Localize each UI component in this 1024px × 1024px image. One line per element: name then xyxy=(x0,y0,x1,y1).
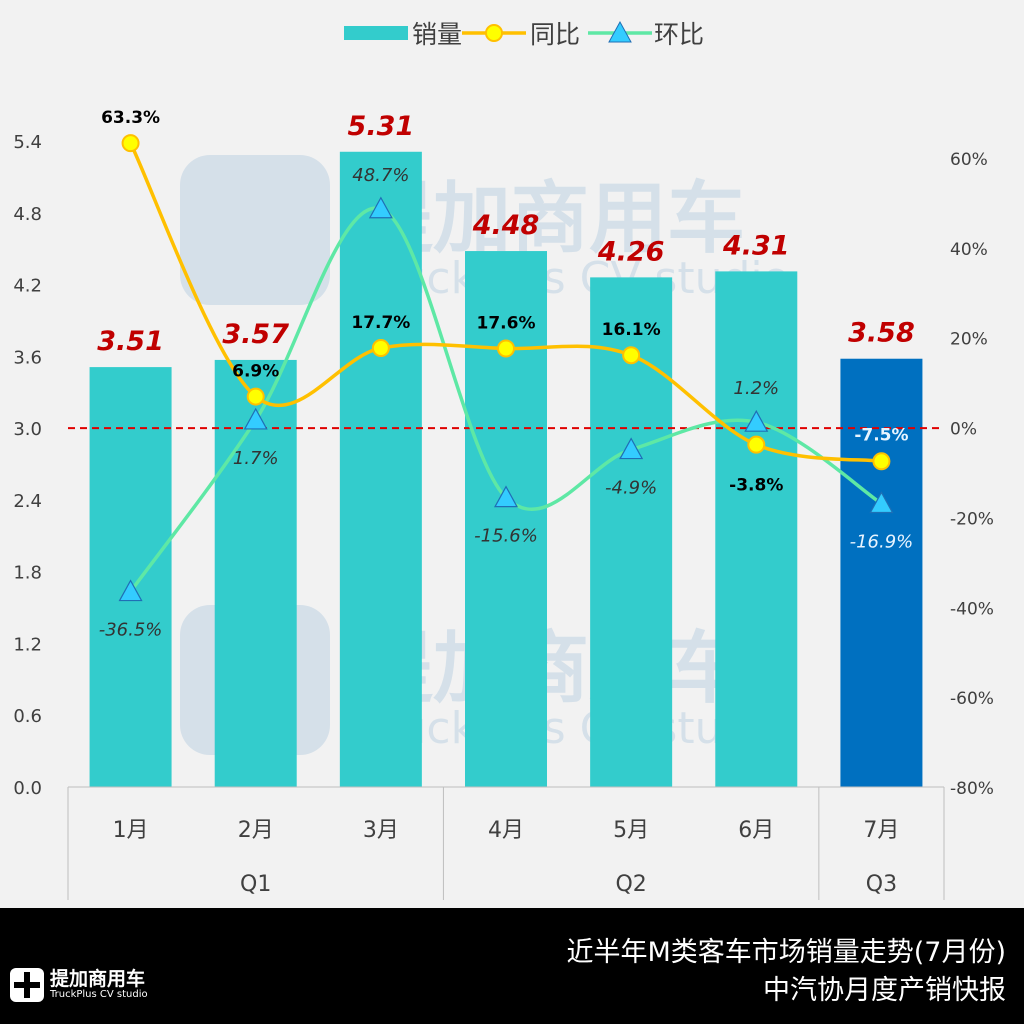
x-axis-tick: 5月 xyxy=(613,818,649,843)
bar-7月 xyxy=(840,358,923,787)
bar-data-label: 3.58 xyxy=(848,318,915,349)
mom-marker xyxy=(368,196,393,219)
x-axis-group-label: Q3 xyxy=(866,872,897,897)
bar-data-label: 4.48 xyxy=(472,210,540,241)
left-axis-tick: 1.8 xyxy=(13,563,42,584)
left-axis-tick: 5.4 xyxy=(13,132,42,153)
bar-6月 xyxy=(715,271,798,787)
chart-subtitle: 中汽协月度产销快报 xyxy=(763,975,1006,1006)
mom-marker xyxy=(619,437,644,460)
yoy-data-label: 17.7% xyxy=(351,313,410,333)
bar-2月 xyxy=(214,359,297,787)
bar-data-label: 5.31 xyxy=(348,111,415,142)
left-axis-tick: 2.4 xyxy=(13,491,42,512)
yoy-data-label: 63.3% xyxy=(101,108,160,128)
mom-data-label: -4.9% xyxy=(605,478,657,499)
bar-3月 xyxy=(339,151,422,787)
mom-data-label: 48.7% xyxy=(352,165,409,186)
legend: 销量 同比 环比 xyxy=(344,20,704,49)
right-axis-tick: 0% xyxy=(950,420,977,440)
x-axis-group-label: Q1 xyxy=(240,872,271,897)
mom-marker xyxy=(869,491,894,514)
left-axis-tick: 4.2 xyxy=(13,276,42,297)
logo-en: TruckPlus CV studio xyxy=(50,989,148,1000)
right-axis-tick: 40% xyxy=(950,240,988,260)
left-axis-tick: 3.6 xyxy=(13,347,42,368)
yoy-data-label: 16.1% xyxy=(602,320,661,340)
yoy-marker xyxy=(246,387,265,406)
x-axis-tick: 6月 xyxy=(738,818,774,843)
yoy-marker xyxy=(747,435,766,454)
left-axis-tick: 3.0 xyxy=(13,419,42,440)
x-axis-tick: 4月 xyxy=(488,818,524,843)
logo-cn: 提加商用车 xyxy=(50,968,146,990)
x-axis-tick: 1月 xyxy=(113,818,149,843)
left-axis-tick: 0.0 xyxy=(13,778,42,799)
yoy-marker xyxy=(371,339,390,358)
left-axis-tick: 4.8 xyxy=(13,204,42,225)
mom-data-label: 1.2% xyxy=(733,378,779,399)
bar-data-label: 3.51 xyxy=(97,326,164,357)
mom-marker xyxy=(493,485,519,508)
mom-data-label: -15.6% xyxy=(474,526,538,547)
right-axis-tick: -20% xyxy=(950,509,994,529)
chart-title: 近半年M类客车市场销量走势(7月份) xyxy=(566,937,1006,968)
x-axis-tick: 3月 xyxy=(363,818,399,843)
logo-icon xyxy=(10,968,44,1002)
yoy-data-label: -3.8% xyxy=(729,476,783,496)
mom-data-label: 1.7% xyxy=(233,448,279,469)
mom-marker xyxy=(744,409,769,432)
left-axis-tick: 1.2 xyxy=(13,634,42,655)
right-axis-tick: 20% xyxy=(950,330,988,350)
right-axis-tick: -40% xyxy=(950,599,994,619)
right-axis-tick: 60% xyxy=(950,150,988,170)
mom-marker xyxy=(118,579,143,602)
right-axis-tick: -60% xyxy=(950,689,994,709)
logo: 提加商用车 TruckPlus CV studio xyxy=(10,968,148,1002)
legend-label: 环比 xyxy=(654,20,704,49)
legend-label: 同比 xyxy=(530,20,580,49)
yoy-marker xyxy=(872,452,891,471)
x-axis-tick: 7月 xyxy=(863,818,899,843)
watermark-logo-icon xyxy=(180,155,330,305)
mom-data-label: -36.5% xyxy=(99,620,163,641)
x-axis-group-label: Q2 xyxy=(615,872,646,897)
bar-1月 xyxy=(89,367,172,787)
legend-mom-marker xyxy=(608,20,632,43)
yoy-marker xyxy=(497,339,515,358)
bar-data-label: 4.26 xyxy=(597,236,665,267)
yoy-data-label: 17.6% xyxy=(477,313,536,333)
legend-yoy-marker xyxy=(485,24,503,42)
yoy-data-label: 6.9% xyxy=(232,362,279,382)
yoy-marker xyxy=(121,134,140,153)
legend-label: 销量 xyxy=(412,20,462,49)
right-axis-tick: -80% xyxy=(950,779,994,799)
legend-bar-swatch xyxy=(344,26,408,40)
left-axis-tick: 0.6 xyxy=(13,706,42,727)
x-axis-tick: 2月 xyxy=(238,818,274,843)
yoy-marker xyxy=(622,346,641,365)
yoy-data-label: -7.5% xyxy=(854,425,908,445)
mom-marker xyxy=(243,407,268,430)
mom-data-label: -16.9% xyxy=(850,532,914,553)
bar-data-label: 4.31 xyxy=(722,230,790,261)
bar-data-label: 3.57 xyxy=(222,319,289,350)
footer: 近半年M类客车市场销量走势(7月份) 中汽协月度产销快报 提加商用车 Truck… xyxy=(0,908,1024,1024)
